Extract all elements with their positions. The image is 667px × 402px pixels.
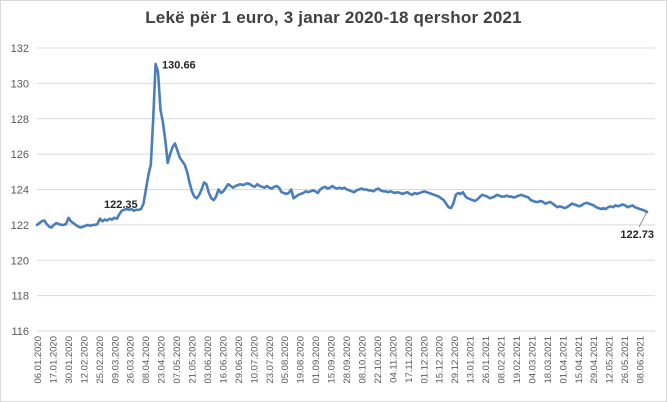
chart-title: Lekë për 1 euro, 3 janar 2020-18 qershor… [145, 8, 522, 27]
y-tick-label: 130 [11, 78, 29, 90]
y-tick-label: 128 [11, 114, 29, 126]
x-tick-label: 26.05.2021 [620, 336, 631, 384]
annotation-end: 122.73 [620, 229, 654, 241]
x-tick-label: 15.12.2020 [435, 336, 446, 384]
x-tick-label: 26.03.2020 [126, 336, 137, 384]
annotation-peak: 130.66 [162, 60, 196, 72]
y-tick-label: 120 [11, 255, 29, 267]
x-tick-label: 08.06.2021 [636, 336, 647, 384]
x-tick-label: 25.02.2020 [95, 336, 106, 384]
x-tick-label: 23.07.2020 [265, 336, 276, 384]
x-tick-label: 01.12.2020 [419, 336, 430, 384]
x-tick-label: 28.09.2020 [342, 336, 353, 384]
x-tick-label: 09.03.2020 [110, 336, 121, 384]
x-tick-label: 30.01.2020 [64, 336, 75, 384]
x-tick-label: 26.01.2021 [481, 336, 492, 384]
x-tick-label: 23.04.2020 [157, 336, 168, 384]
x-tick-label: 06.01.2020 [33, 336, 44, 384]
x-tick-label: 29.04.2021 [589, 336, 600, 384]
x-tick-label: 07.05.2020 [172, 336, 183, 384]
x-tick-label: 17.11.2020 [404, 336, 415, 383]
x-tick-label: 08.02.2021 [497, 336, 508, 384]
y-tick-label: 124 [11, 185, 29, 197]
x-tick-label: 13.01.2021 [466, 336, 477, 384]
x-tick-label: 18.03.2021 [543, 336, 554, 384]
y-tick-label: 116 [11, 326, 29, 338]
x-tick-label: 29.06.2020 [234, 336, 245, 384]
x-tick-label: 15.09.2020 [327, 336, 338, 384]
x-tick-label: 08.04.2020 [141, 336, 152, 384]
y-tick-label: 122 [11, 220, 29, 232]
x-tick-label: 19.08.2020 [296, 336, 307, 384]
x-tick-label: 12.02.2020 [79, 336, 90, 384]
x-tick-label: 04.03.2021 [527, 336, 538, 384]
x-tick-label: 19.02.2021 [512, 336, 523, 384]
x-tick-label: 10.07.2020 [249, 336, 260, 384]
x-tick-label: 04.11.2020 [388, 336, 399, 383]
x-tick-label: 29.12.2020 [450, 336, 461, 384]
x-tick-label: 15.04.2021 [574, 336, 585, 384]
y-tick-label: 118 [11, 291, 29, 303]
x-tick-label: 01.09.2020 [311, 336, 322, 384]
annotation-low: 122.35 [104, 199, 138, 211]
series-line [35, 62, 649, 229]
y-tick-label: 126 [11, 149, 29, 161]
x-tick-label: 16.06.2020 [218, 336, 229, 384]
annotation-leader [638, 211, 648, 228]
x-tick-label: 22.10.2020 [373, 336, 384, 384]
x-tick-label: 21.05.2020 [188, 336, 199, 384]
x-tick-label: 05.08.2020 [280, 336, 291, 384]
x-tick-label: 17.01.2020 [49, 336, 60, 384]
x-tick-label: 03.06.2020 [203, 336, 214, 384]
y-tick-label: 132 [11, 43, 29, 55]
x-tick-label: 01.04.2021 [558, 336, 569, 384]
x-tick-label: 12.05.2021 [605, 336, 616, 384]
x-tick-label: 08.10.2020 [357, 336, 368, 384]
